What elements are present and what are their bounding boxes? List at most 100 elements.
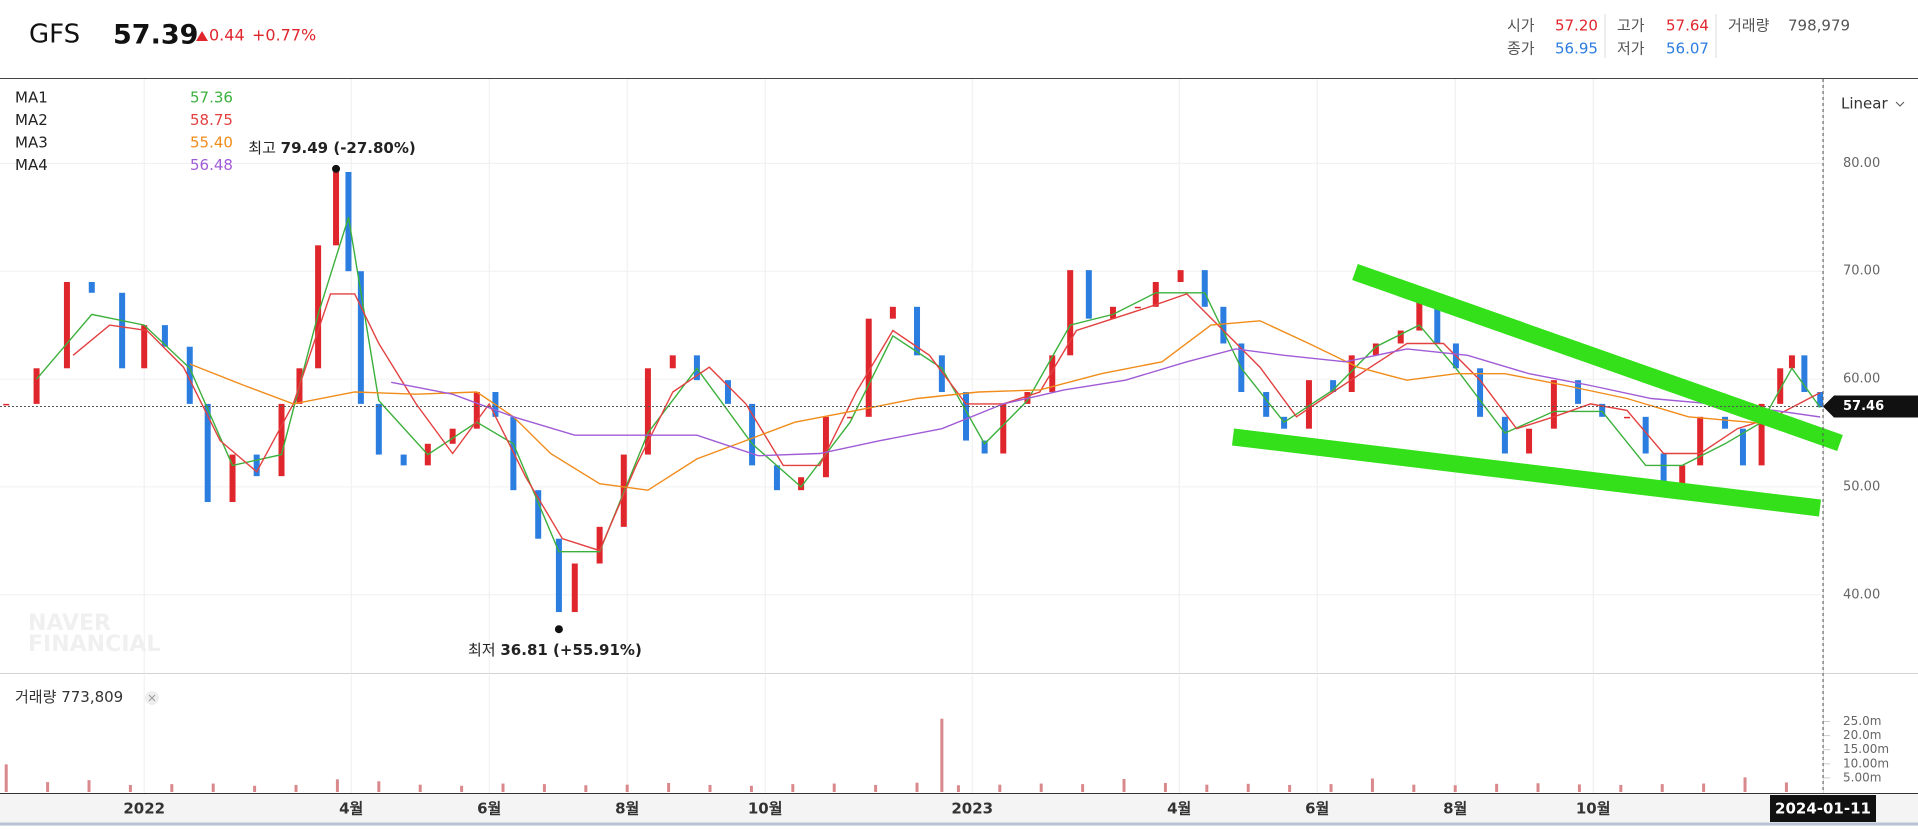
- candle: [555, 538, 562, 613]
- candle: [1201, 270, 1208, 307]
- close-icon-x[interactable]: [148, 694, 156, 702]
- volume-bar: [1453, 785, 1457, 792]
- volume-bar: [791, 784, 795, 792]
- cursor-label: 2024-01-11: [1775, 800, 1871, 818]
- ma-line: [391, 348, 1821, 457]
- volume-bar: [294, 784, 298, 792]
- stat-value: 56.07: [1666, 40, 1709, 58]
- volume-bar: [1702, 783, 1706, 792]
- extreme-dot: [332, 164, 341, 173]
- candle: [889, 306, 896, 319]
- current-price-tag: [1823, 395, 1918, 418]
- legend-value: 58.75: [190, 111, 233, 129]
- candle: [1305, 380, 1312, 429]
- candle: [1739, 428, 1746, 466]
- candle: [773, 465, 780, 491]
- legend-value: 57.36: [190, 89, 233, 107]
- candle: [345, 171, 352, 272]
- volume-bar: [1412, 784, 1416, 792]
- volume-bar: [253, 785, 257, 792]
- candle: [981, 440, 988, 454]
- candle: [1697, 416, 1704, 466]
- candle: [963, 392, 970, 441]
- volume-bar: [170, 784, 174, 792]
- price: 57.39: [113, 20, 198, 51]
- scale-selector[interactable]: Linear: [1841, 95, 1888, 113]
- stat-label: 저가: [1617, 40, 1645, 58]
- volume-bar: [1163, 782, 1167, 792]
- candle: [1067, 270, 1074, 356]
- volume-title: 거래량 773,809: [15, 688, 123, 706]
- up-arrow: [196, 31, 208, 41]
- candle: [535, 490, 542, 539]
- x-tick-label: 4월: [1167, 800, 1191, 818]
- x-tick-label: 4월: [339, 800, 363, 818]
- change: 0.44: [209, 26, 245, 45]
- y-tick-label: 5.00m: [1843, 770, 1881, 784]
- x-tick-label: 6월: [477, 800, 501, 818]
- candle: [914, 306, 921, 356]
- x-tick-label: 8월: [615, 800, 639, 818]
- candle: [357, 271, 364, 404]
- trend-channel-upper: [1352, 263, 1843, 452]
- stat-label: 종가: [1507, 40, 1535, 58]
- candle: [119, 292, 126, 369]
- volume-bar: [1246, 783, 1250, 792]
- stat-value: 56.95: [1555, 40, 1598, 58]
- watermark: NAVER: [28, 611, 111, 636]
- candle: [1575, 380, 1582, 404]
- candle: [1788, 355, 1795, 369]
- x-axis-band: [0, 793, 1918, 826]
- ma-line: [72, 293, 1821, 552]
- y-tick-label: 50.00: [1843, 479, 1880, 494]
- x-tick-label: 10월: [1576, 800, 1611, 818]
- volume-bar: [1081, 784, 1085, 792]
- cursor-label-box: [1770, 795, 1876, 822]
- volume-bar: [46, 782, 50, 792]
- change-percent: +0.77%: [252, 26, 316, 45]
- candle: [204, 403, 211, 503]
- trend-channel-lower: [1231, 428, 1822, 517]
- volume-bar: [708, 784, 712, 792]
- candle: [1109, 306, 1116, 319]
- candle: [1599, 403, 1606, 417]
- candle: [1722, 416, 1729, 429]
- candle: [1220, 306, 1227, 344]
- candle: [63, 281, 70, 369]
- stat-label: 거래량: [1728, 17, 1770, 35]
- volume-bar: [4, 764, 8, 792]
- candle: [333, 171, 340, 246]
- volume-bar: [1619, 784, 1623, 792]
- y-tick-label: 20.0m: [1843, 728, 1881, 742]
- candle: [1624, 416, 1631, 419]
- candle: [644, 368, 651, 455]
- y-tick-label: 60.00: [1843, 372, 1880, 387]
- legend-label: MA3: [15, 134, 48, 152]
- extreme-label: 최고: [248, 138, 276, 156]
- x-tick-label: 2023: [951, 800, 993, 818]
- extreme-label: 최저: [468, 641, 496, 659]
- volume-bar: [128, 784, 132, 792]
- extreme-value: 79.49 (-27.80%): [281, 138, 416, 156]
- volume-bar: [832, 783, 836, 792]
- watermark: FINANCIAL: [28, 632, 160, 657]
- y-tick-label: 40.00: [1843, 587, 1880, 602]
- volume-bar: [1660, 784, 1664, 792]
- volume-bar: [956, 785, 960, 792]
- ma-line: [36, 217, 1821, 553]
- legend-value: 56.48: [190, 156, 233, 174]
- extreme-value: 36.81 (+55.91%): [500, 641, 641, 659]
- candle: [1134, 306, 1141, 309]
- volume-bar: [625, 784, 629, 792]
- x-tick-label: 6월: [1305, 800, 1329, 818]
- dropdown-icon[interactable]: [1895, 101, 1905, 107]
- volume-bar: [1329, 784, 1333, 792]
- volume-bar: [87, 780, 91, 792]
- symbol: GFS: [29, 20, 80, 50]
- volume-bar: [1577, 784, 1581, 792]
- x-tick-label: 10월: [748, 800, 783, 818]
- volume-bar: [667, 782, 671, 792]
- candle: [3, 403, 10, 406]
- volume-bar: [915, 782, 919, 792]
